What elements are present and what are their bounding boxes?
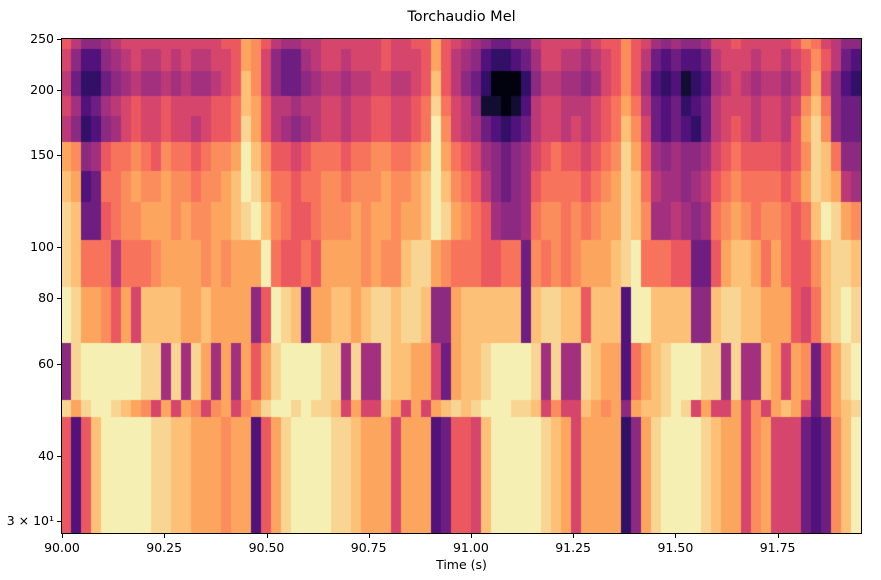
plot-area (61, 38, 862, 534)
y-tick-mark (57, 298, 61, 300)
y-tick-label: 250 (30, 31, 54, 46)
x-tick-label: 90.00 (44, 540, 80, 555)
x-tick-mark (164, 534, 166, 538)
x-axis-label: Time (s) (436, 557, 487, 572)
x-tick-label: 91.50 (657, 540, 694, 555)
y-tick-mark (57, 39, 61, 40)
y-tick-label: 80 (38, 290, 54, 306)
y-tick-label: 150 (30, 147, 54, 163)
y-tick-mark (57, 363, 61, 365)
x-tick-mark (470, 534, 472, 538)
y-tick-label: 200 (30, 81, 54, 97)
x-tick-label: 90.75 (350, 540, 387, 555)
y-tick-label: 3 × 10¹ (6, 513, 54, 529)
y-tick-label: 100 (30, 239, 54, 255)
x-tick-label: 90.50 (248, 540, 285, 555)
y-tick-mark (57, 455, 61, 457)
y-tick-label: 60 (38, 355, 54, 371)
y-tick-mark (57, 521, 61, 523)
x-tick-label: 90.25 (146, 540, 183, 555)
y-tick-mark (57, 155, 61, 157)
x-tick-mark (675, 534, 677, 538)
chart-title: Torchaudio Mel (407, 9, 516, 25)
x-tick-label: 91.75 (759, 540, 796, 555)
x-tick-mark (777, 534, 779, 538)
heatmap-canvas (62, 39, 861, 533)
x-tick-label: 91.00 (452, 540, 489, 555)
x-tick-mark (573, 534, 575, 538)
y-tick-mark (57, 247, 61, 249)
x-tick-mark (368, 534, 370, 538)
x-tick-mark (62, 534, 63, 538)
y-tick-label: 40 (38, 447, 54, 463)
y-tick-mark (57, 89, 61, 91)
x-tick-mark (266, 534, 268, 538)
x-tick-label: 91.25 (555, 540, 591, 555)
